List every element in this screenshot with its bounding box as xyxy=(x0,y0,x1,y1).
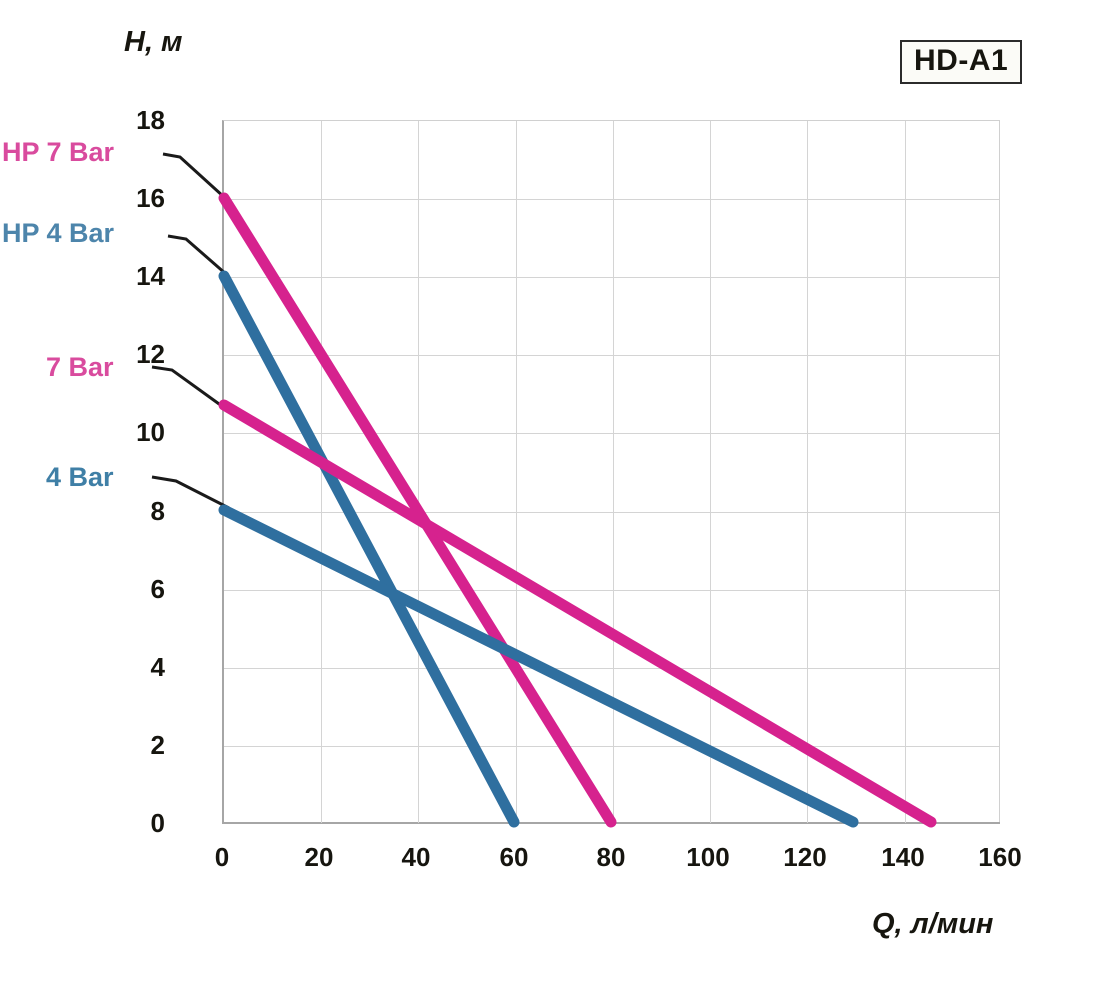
gridline-h-2 xyxy=(224,746,999,747)
x-axis-line xyxy=(222,822,1000,824)
gridline-v-120 xyxy=(807,121,808,823)
y-tick-12: 12 xyxy=(136,339,165,369)
x-tick-120: 120 xyxy=(783,842,827,872)
y-tick-16: 16 xyxy=(136,183,165,213)
gridline-v-80 xyxy=(613,121,614,823)
x-tick-140: 140 xyxy=(881,842,925,872)
y-tick-6: 6 xyxy=(150,574,165,604)
gridline-h-4 xyxy=(224,668,999,669)
gridline-h-12 xyxy=(224,355,999,356)
leader-line-7-bar xyxy=(151,365,227,411)
gridline-h-6 xyxy=(224,590,999,591)
y-tick-8: 8 xyxy=(150,496,165,526)
gridline-h-16 xyxy=(224,199,999,200)
y-axis-title: H, м xyxy=(124,26,183,58)
gridline-v-100 xyxy=(710,121,711,823)
gridline-h-10 xyxy=(224,433,999,434)
series-label-hp-4-bar: HP 4 Bar xyxy=(2,218,115,248)
gridline-v-40 xyxy=(418,121,419,823)
leader-line-hp-4-bar xyxy=(167,234,227,276)
y-tick-0: 0 xyxy=(150,808,165,838)
x-tick-20: 20 xyxy=(304,842,334,872)
y-tick-4: 4 xyxy=(150,652,165,682)
x-tick-0: 0 xyxy=(214,842,230,872)
gridline-v-140 xyxy=(905,121,906,823)
model-badge: HD-A1 xyxy=(900,40,1023,84)
leader-line-hp-7-bar xyxy=(162,152,226,199)
y-tick-18: 18 xyxy=(136,105,165,135)
y-tick-2: 2 xyxy=(150,730,165,760)
y-tick-14: 14 xyxy=(136,261,165,291)
series-label-hp-7-bar: HP 7 Bar xyxy=(2,137,115,167)
x-tick-160: 160 xyxy=(978,842,1022,872)
x-tick-60: 60 xyxy=(499,842,529,872)
x-tick-80: 80 xyxy=(596,842,626,872)
series-label-7-bar: 7 Bar xyxy=(46,352,114,382)
x-axis-title: Q, л/мин xyxy=(872,908,994,940)
x-tick-40: 40 xyxy=(401,842,431,872)
gridline-v-60 xyxy=(516,121,517,823)
y-tick-10: 10 xyxy=(136,417,165,447)
plot-area xyxy=(222,120,1000,824)
gridline-h-8 xyxy=(224,512,999,513)
gridline-h-14 xyxy=(224,277,999,278)
gridline-v-20 xyxy=(321,121,322,823)
x-tick-100: 100 xyxy=(686,842,730,872)
series-label-4-bar: 4 Bar xyxy=(46,462,114,492)
